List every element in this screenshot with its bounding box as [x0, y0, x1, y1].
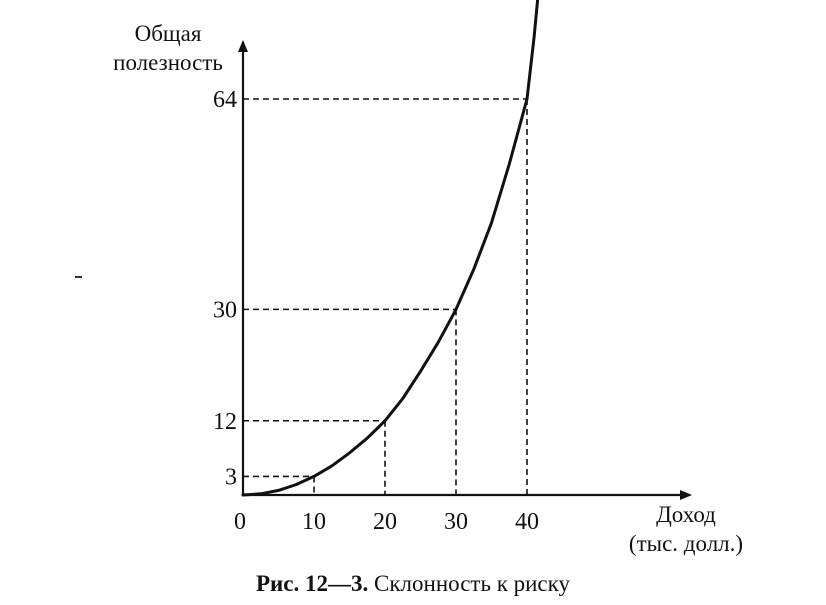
x-tick-label-40: 40	[515, 509, 539, 535]
y-tick-label-3: 3	[225, 464, 237, 490]
y-tick-label-30: 30	[213, 297, 237, 323]
y-axis-label-line-1: Общая	[135, 21, 202, 46]
dashed-guides	[243, 98, 528, 495]
axes	[238, 40, 692, 500]
figure-caption-text: Склонность к риску	[368, 571, 570, 596]
x-axis-label-line-1: Доход	[656, 502, 716, 527]
scan-artifact-mark	[75, 276, 82, 278]
y-tick-label-12: 12	[213, 409, 237, 435]
y-axis-label-line-2: полезность	[113, 50, 223, 75]
x-tick-label-20: 20	[373, 509, 397, 535]
utility-curve	[241, 0, 540, 497]
x-tick-label-10: 10	[302, 509, 326, 535]
x-axis-label-line-2: (тыс. долл.)	[629, 531, 743, 556]
y-tick-label-64: 64	[213, 87, 237, 113]
tick-labels: 0 10 20 30 40 3 12 30 64	[213, 87, 539, 535]
axis-labels: Общая полезность Доход (тыс. долл.)	[113, 21, 743, 556]
utility-curve-group	[241, 0, 540, 497]
figure-caption: Рис. 12—3. Склонность к риску	[0, 570, 826, 598]
x-tick-label-30: 30	[444, 509, 468, 535]
x-tick-label-0: 0	[234, 509, 246, 535]
figure-number: Рис. 12—3.	[256, 571, 369, 596]
